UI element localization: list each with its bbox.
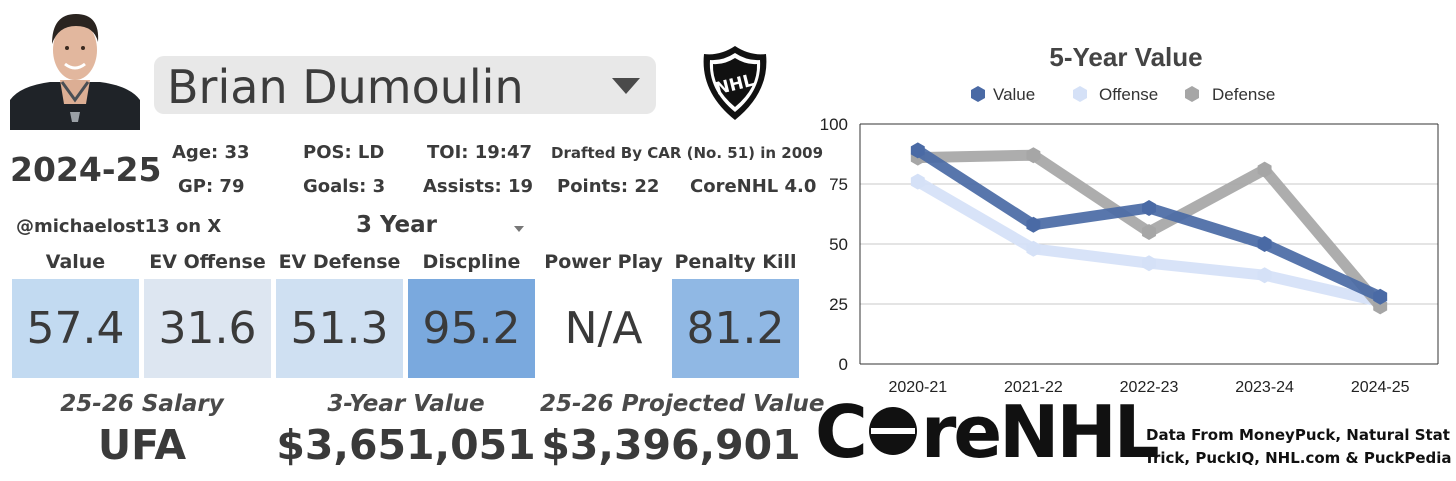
stat-assists: Assists: 19 — [423, 176, 534, 197]
rating-tile-ev-defense: 51.3 — [276, 279, 403, 378]
three-year-value-label: 3-Year Value — [327, 391, 485, 417]
rating-tile-discipline: 95.2 — [408, 279, 535, 378]
y-tick-label: 0 — [839, 355, 848, 374]
puck-icon — [867, 390, 919, 474]
season: 2024-25 — [10, 150, 162, 189]
data-sources-line-2: Trick, PuckIQ, NHL.com & PuckPedia — [1144, 449, 1452, 467]
player-headshot — [10, 8, 140, 130]
rating-tile-ev-offense: 31.6 — [144, 279, 271, 378]
salary-value: UFA — [97, 421, 187, 469]
x-tick-label: 2020-21 — [888, 379, 947, 396]
rating-header-discipline: Discpline — [422, 251, 521, 273]
legend-label-value: Value — [993, 85, 1035, 104]
player-name: Brian Dumoulin — [167, 60, 524, 114]
period-select-value: 3 Year — [356, 212, 438, 238]
legend-marker-value — [971, 86, 985, 102]
point-value — [1373, 288, 1388, 305]
rating-header-ev-defense: EV Defense — [278, 251, 401, 273]
legend-marker-defense — [1185, 86, 1199, 102]
legend-marker-offense — [1073, 86, 1087, 102]
projected-value: $3,396,901 — [541, 421, 801, 469]
stat-gp: GP: 79 — [178, 176, 245, 197]
point-offense — [1026, 240, 1041, 257]
chart-title: 5-Year Value — [1049, 42, 1202, 72]
data-sources: Data From MoneyPuck, Natural Stat Trick,… — [1140, 424, 1456, 470]
stat-age: Age: 33 — [172, 142, 250, 163]
point-offense — [1257, 267, 1272, 284]
rating-tile-penalty-kill: 81.2 — [672, 279, 799, 378]
chevron-down-icon — [514, 226, 524, 232]
rating-header-ev-offense: EV Offense — [149, 251, 266, 273]
five-year-value-chart: 5-Year Value Value Offense Defense 0 25 50… — [820, 42, 1439, 396]
three-year-value: $3,651,051 — [276, 421, 536, 469]
stat-pos: POS: LD — [303, 142, 385, 163]
projected-value-label: 25-26 Projected Value — [540, 391, 825, 417]
x-tick-label: 2021-22 — [1004, 379, 1063, 396]
point-offense — [910, 173, 925, 190]
corenhl-logo: C reNHL — [815, 390, 1160, 474]
data-sources-line-1: Data From MoneyPuck, Natural Stat — [1146, 426, 1450, 444]
period-select[interactable]: 3 Year — [340, 210, 530, 244]
point-defense — [1026, 147, 1041, 164]
y-tick-label: 25 — [829, 295, 848, 314]
point-offense — [1142, 255, 1156, 272]
rating-tile-value: 57.4 — [12, 279, 139, 378]
point-value — [1142, 200, 1156, 216]
point-value — [1257, 236, 1272, 252]
x-tick-label: 2023-24 — [1235, 379, 1294, 396]
point-value — [910, 142, 925, 159]
rating-tile-power-play: N/A — [540, 279, 667, 378]
point-value — [1026, 216, 1041, 233]
player-select[interactable]: Brian Dumoulin — [154, 56, 656, 114]
rating-header-value: Value — [45, 251, 106, 273]
y-tick-label: 50 — [829, 235, 848, 254]
x-tick-label: 2022-23 — [1120, 379, 1179, 396]
rating-header-penalty-kill: Penalty Kill — [674, 251, 797, 273]
stat-version: CoreNHL 4.0 — [690, 176, 817, 197]
stat-goals: Goals: 3 — [303, 176, 386, 197]
salary-label: 25-26 Salary — [60, 391, 224, 417]
stat-toi: TOI: 19:47 — [427, 142, 533, 163]
chart-legend: Value Offense Defense — [971, 85, 1275, 104]
corenhl-logo-c: C — [815, 390, 868, 474]
rating-header-power-play: Power Play — [544, 251, 663, 273]
stat-drafted: Drafted By CAR (No. 51) in 2009 — [551, 144, 823, 162]
legend-label-offense: Offense — [1099, 85, 1158, 104]
nhl-logo: NHL — [700, 44, 770, 122]
legend-label-defense: Defense — [1212, 85, 1275, 104]
stat-points: Points: 22 — [557, 176, 660, 197]
point-defense — [1257, 161, 1272, 178]
corenhl-logo-rest: reNHL — [920, 390, 1160, 474]
y-tick-label: 100 — [820, 115, 848, 134]
point-defense — [1142, 224, 1156, 240]
credit-handle: @michaelost13 on X — [16, 216, 222, 237]
chevron-down-icon — [612, 78, 640, 94]
x-tick-label: 2024-25 — [1351, 379, 1410, 396]
y-tick-label: 75 — [829, 175, 848, 194]
